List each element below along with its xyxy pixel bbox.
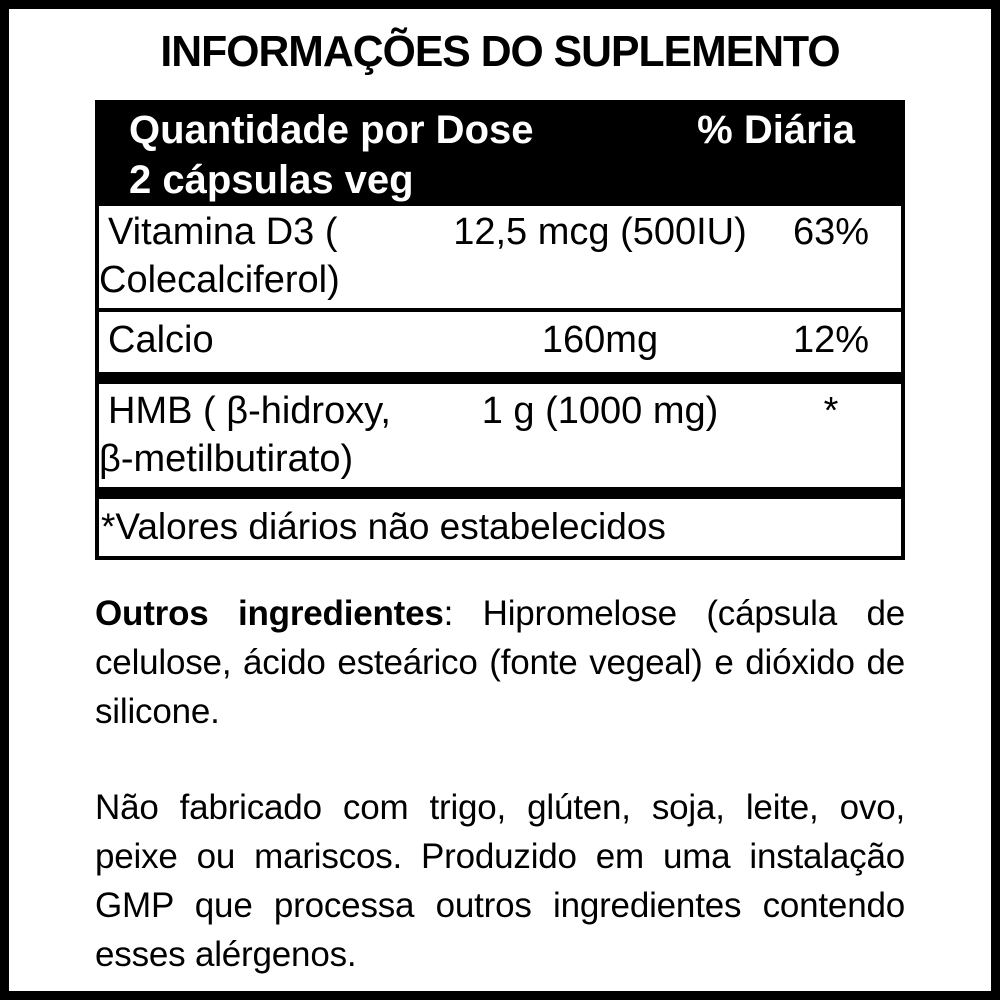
other-ingredients-separator: : xyxy=(443,594,483,633)
header-daily-value-label: % Diária xyxy=(697,108,855,152)
other-ingredients-paragraph: Outros ingredientes: Hipromelose (cápsul… xyxy=(95,589,905,736)
nutrient-daily-value: 63% xyxy=(792,211,870,253)
other-ingredients-text: Hipromelose (cápsula de celulose, ácido … xyxy=(95,594,905,731)
table-footnote: *Valores diários não estabelecidos xyxy=(101,506,666,547)
nutrient-name-line2: β-metilbutirato) xyxy=(99,438,354,480)
nutrient-amount: 12,5 mcg (500IU) xyxy=(453,211,747,253)
nutrient-name-line1: Calcio xyxy=(108,319,214,361)
table-row: HMB ( β-hidroxy, β-metilbutirato) 1 g (1… xyxy=(99,384,901,499)
other-ingredients-label: Outros ingredientes xyxy=(95,594,444,633)
header-amount-label: Quantidade por Dose xyxy=(129,108,534,152)
table-header: Quantidade por Dose 2 cápsulas veg % Diá… xyxy=(99,104,901,206)
nutrient-amount: 160mg xyxy=(541,319,659,361)
nutrient-amount: 1 g (1000 mg) xyxy=(481,390,719,432)
nutrient-name-line1: HMB ( β-hidroxy, xyxy=(108,390,391,432)
nutrient-name: Calcio xyxy=(99,316,439,364)
header-serving-size: 2 cápsulas veg xyxy=(129,158,414,202)
table-header-left: Quantidade por Dose 2 cápsulas veg xyxy=(99,105,534,205)
table-row: Calcio 160mg 12% xyxy=(99,312,901,384)
nutrient-name: HMB ( β-hidroxy, β-metilbutirato) xyxy=(99,387,439,483)
table-row: Vitamina D3 ( Colecalciferol) 12,5 mcg (… xyxy=(99,206,901,312)
nutrient-name: Vitamina D3 ( Colecalciferol) xyxy=(99,208,439,304)
nutrient-name-line2: Colecalciferol) xyxy=(99,259,340,301)
nutrient-daily-value: * xyxy=(823,390,839,432)
supplement-facts-table: Quantidade por Dose 2 cápsulas veg % Diá… xyxy=(95,100,905,560)
nutrient-name-line1: Vitamina D3 ( xyxy=(108,211,338,253)
nutrient-daily-value: 12% xyxy=(792,319,870,361)
allergen-notice-paragraph: Não fabricado com trigo, glúten, soja, l… xyxy=(95,788,905,974)
page-title: INFORMAÇÕES DO SUPLEMENTO xyxy=(160,27,840,76)
